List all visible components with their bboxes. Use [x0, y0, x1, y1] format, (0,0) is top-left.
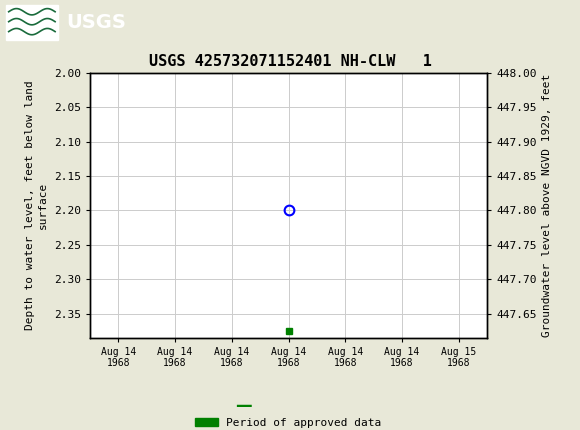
Y-axis label: Depth to water level, feet below land
surface: Depth to water level, feet below land su…	[25, 80, 48, 330]
Y-axis label: Groundwater level above NGVD 1929, feet: Groundwater level above NGVD 1929, feet	[542, 74, 552, 337]
Text: —: —	[235, 397, 252, 415]
Text: USGS 425732071152401 NH-CLW   1: USGS 425732071152401 NH-CLW 1	[148, 54, 432, 68]
FancyBboxPatch shape	[6, 6, 58, 40]
Text: USGS: USGS	[67, 13, 126, 32]
Legend: Period of approved data: Period of approved data	[191, 414, 386, 430]
